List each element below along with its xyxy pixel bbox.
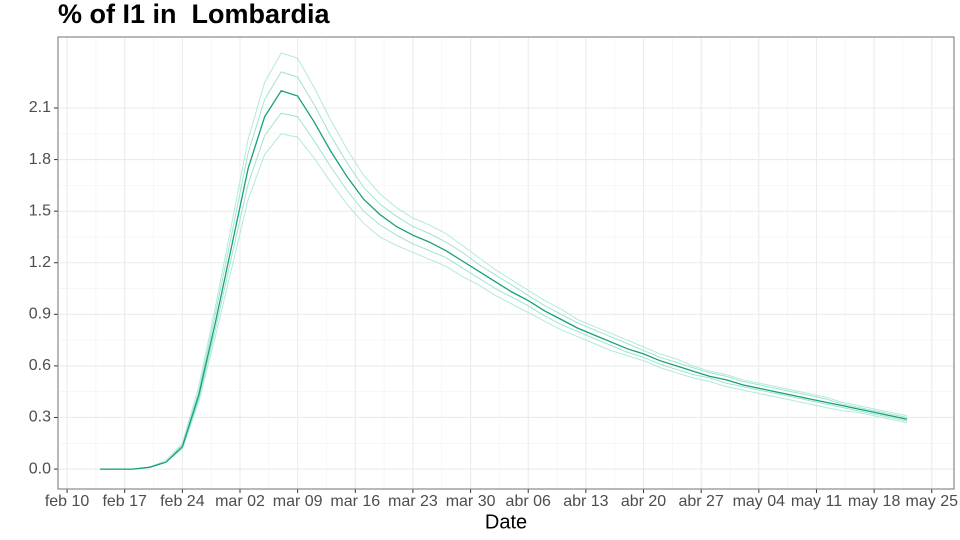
x-tick-label: may 18 — [848, 493, 901, 510]
x-tick-label: abr 20 — [621, 493, 666, 510]
y-tick-label: 1.8 — [29, 151, 51, 168]
series-line — [100, 52, 908, 470]
y-tick-label: 2.1 — [29, 99, 51, 116]
x-tick-label: feb 17 — [102, 493, 147, 510]
x-tick-label: abr 13 — [563, 493, 608, 510]
x-tick-label: may 11 — [791, 493, 842, 510]
x-tick-label: mar 16 — [330, 493, 380, 510]
series-line — [100, 112, 908, 470]
x-axis-title: Date — [485, 511, 527, 533]
x-tick-label: mar 09 — [273, 493, 323, 510]
series-line — [100, 133, 908, 470]
chart-title: % of I1 in Lombardia — [58, 0, 331, 29]
x-tick-label: abr 27 — [678, 493, 723, 510]
x-tick-label: mar 23 — [388, 493, 438, 510]
series-line — [100, 71, 908, 470]
series-line — [100, 90, 908, 470]
y-tick-label: 1.5 — [29, 202, 51, 219]
y-tick-label: 0.3 — [29, 409, 51, 426]
plot-border — [57, 36, 955, 490]
y-tick-label: 0.9 — [29, 306, 51, 323]
x-tick-label: mar 30 — [446, 493, 496, 510]
y-tick-label: 0.0 — [29, 460, 51, 477]
y-tick-label: 0.6 — [29, 357, 51, 374]
x-tick-label: may 25 — [906, 493, 959, 510]
x-tick-label: abr 06 — [506, 493, 551, 510]
x-tick-label: feb 10 — [45, 493, 90, 510]
x-tick-label: may 04 — [733, 493, 786, 510]
y-tick-label: 1.2 — [29, 254, 51, 271]
x-tick-label: feb 24 — [160, 493, 205, 510]
x-tick-label: mar 02 — [215, 493, 265, 510]
